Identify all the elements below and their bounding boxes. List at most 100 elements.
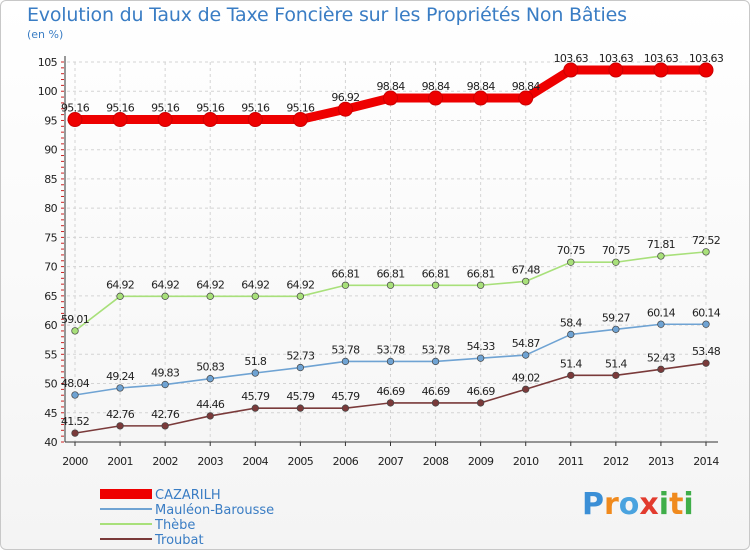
data-label: 41.52 bbox=[61, 415, 89, 428]
y-tick-label: 40 bbox=[44, 436, 57, 449]
data-point bbox=[157, 112, 173, 128]
data-point bbox=[251, 292, 259, 300]
data-label: 71.81 bbox=[647, 238, 675, 251]
data-point bbox=[386, 357, 395, 366]
y-tick-label: 60 bbox=[44, 319, 57, 332]
proxiti-logo: Proxiti bbox=[582, 487, 694, 522]
data-point bbox=[657, 252, 665, 260]
x-tick-label: 2001 bbox=[107, 455, 133, 468]
data-point bbox=[251, 369, 259, 377]
data-label: 53.78 bbox=[422, 343, 451, 356]
data-point bbox=[296, 363, 305, 372]
data-point bbox=[518, 90, 534, 106]
data-label: 46.69 bbox=[377, 385, 406, 398]
data-label: 95.16 bbox=[241, 102, 270, 115]
data-point bbox=[567, 371, 575, 380]
data-point bbox=[476, 399, 485, 407]
x-tick-label: 2010 bbox=[513, 455, 539, 468]
y-tick-label: 45 bbox=[44, 407, 57, 420]
data-label: 59.27 bbox=[602, 311, 631, 324]
data-label: 66.81 bbox=[331, 267, 359, 280]
legend-label: Troubat bbox=[154, 533, 204, 548]
data-point bbox=[431, 281, 440, 289]
data-point bbox=[702, 248, 710, 256]
data-label: 51.4 bbox=[560, 357, 582, 370]
data-label: 95.16 bbox=[61, 102, 90, 115]
data-point bbox=[206, 412, 214, 420]
y-tick-label: 80 bbox=[44, 202, 57, 215]
data-point bbox=[161, 380, 169, 389]
data-point bbox=[386, 281, 395, 289]
data-point bbox=[161, 422, 169, 430]
data-label: 103.63 bbox=[554, 52, 589, 65]
data-label: 46.69 bbox=[467, 385, 496, 398]
data-point bbox=[612, 371, 620, 380]
x-tick-label: 2007 bbox=[378, 455, 404, 468]
data-label: 48.04 bbox=[61, 377, 90, 390]
y-tick-label: 75 bbox=[44, 231, 57, 244]
data-point bbox=[522, 351, 530, 359]
data-label: 66.81 bbox=[377, 267, 405, 280]
data-label: 54.87 bbox=[512, 337, 541, 350]
data-label: 50.83 bbox=[196, 361, 225, 374]
y-tick-label: 50 bbox=[44, 378, 57, 391]
data-label: 64.92 bbox=[151, 278, 179, 291]
data-point bbox=[251, 404, 259, 412]
data-point bbox=[657, 365, 665, 373]
data-point bbox=[296, 292, 305, 300]
data-point bbox=[473, 90, 489, 106]
data-point bbox=[116, 292, 124, 300]
data-label: 64.92 bbox=[241, 278, 269, 291]
data-point bbox=[612, 258, 620, 266]
data-point bbox=[608, 62, 624, 78]
data-point bbox=[116, 422, 124, 430]
data-label: 53.78 bbox=[377, 343, 406, 356]
data-point bbox=[292, 112, 308, 128]
y-tick-label: 100 bbox=[38, 85, 58, 98]
data-label: 98.84 bbox=[377, 80, 406, 93]
data-label: 98.84 bbox=[467, 80, 496, 93]
data-label: 60.14 bbox=[692, 306, 721, 319]
data-label: 52.73 bbox=[286, 350, 315, 363]
data-label: 67.48 bbox=[512, 263, 541, 276]
data-label: 70.75 bbox=[557, 244, 586, 257]
x-tick-label: 2014 bbox=[693, 455, 719, 468]
data-point bbox=[341, 404, 350, 412]
data-point bbox=[296, 404, 305, 412]
data-point bbox=[702, 320, 710, 328]
y-tick-label: 65 bbox=[44, 290, 57, 303]
data-label: 103.63 bbox=[689, 52, 724, 65]
data-point bbox=[431, 357, 440, 366]
data-label: 42.76 bbox=[106, 408, 135, 421]
y-tick-label: 55 bbox=[44, 348, 57, 361]
x-tick-label: 2009 bbox=[468, 455, 494, 468]
data-label: 66.81 bbox=[467, 267, 495, 280]
data-point bbox=[476, 281, 485, 289]
data-label: 45.79 bbox=[331, 390, 360, 403]
data-label: 98.84 bbox=[512, 80, 541, 93]
data-label: 44.46 bbox=[196, 398, 225, 411]
legend-label: CAZARILH bbox=[155, 488, 221, 503]
x-tick-label: 2005 bbox=[288, 455, 314, 468]
data-label: 59.01 bbox=[61, 313, 89, 326]
data-point bbox=[428, 90, 444, 106]
data-point bbox=[657, 320, 665, 328]
data-label: 60.14 bbox=[647, 306, 676, 319]
data-label: 49.24 bbox=[106, 370, 135, 383]
data-point bbox=[612, 325, 620, 333]
data-point bbox=[161, 292, 169, 300]
x-tick-label: 2011 bbox=[558, 455, 584, 468]
data-point bbox=[206, 375, 214, 383]
data-point bbox=[702, 359, 710, 367]
data-label: 52.43 bbox=[647, 351, 676, 364]
data-label: 95.16 bbox=[196, 102, 225, 115]
data-label: 45.79 bbox=[241, 390, 270, 403]
data-label: 42.76 bbox=[151, 408, 180, 421]
y-tick-label: 70 bbox=[44, 261, 57, 274]
data-label: 45.79 bbox=[286, 390, 315, 403]
data-point bbox=[116, 384, 124, 392]
data-point bbox=[337, 101, 353, 117]
y-tick-label: 105 bbox=[38, 56, 58, 69]
data-label: 95.16 bbox=[106, 102, 135, 115]
